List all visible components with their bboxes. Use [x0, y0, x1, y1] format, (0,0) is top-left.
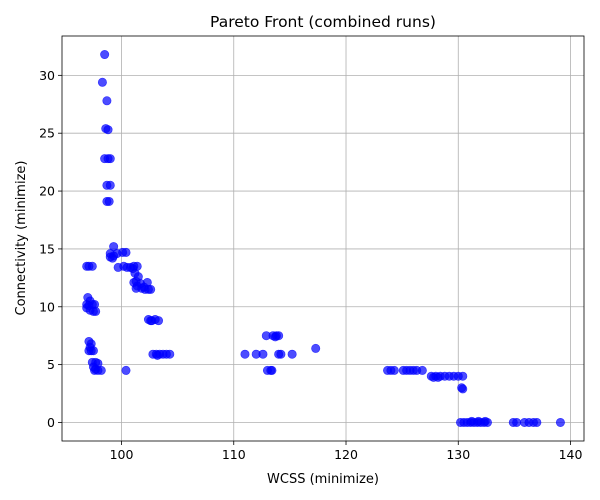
data-point — [146, 316, 156, 326]
x-axis-label: WCSS (minimize) — [267, 472, 379, 487]
data-point — [154, 316, 164, 326]
data-point — [121, 247, 131, 257]
data-point — [512, 417, 522, 427]
data-point — [165, 349, 175, 359]
x-tick-label: 140 — [559, 447, 583, 462]
data-point — [433, 372, 443, 382]
data-points — [82, 50, 565, 427]
data-point — [105, 154, 115, 164]
data-point — [458, 371, 468, 381]
data-point — [389, 365, 399, 375]
axis-ticks: 100 110 120 130 140 0 5 10 15 20 25 30 — [39, 68, 582, 462]
data-point — [131, 283, 141, 293]
y-axis-label: Connectivity (minimize) — [14, 161, 29, 316]
data-point — [100, 50, 110, 60]
data-point — [311, 343, 321, 353]
data-point — [480, 416, 490, 426]
data-point — [91, 306, 101, 316]
data-point — [555, 417, 565, 427]
data-point — [90, 365, 100, 375]
y-tick-label: 20 — [39, 184, 55, 199]
y-tick-label: 0 — [47, 415, 55, 430]
data-point — [458, 384, 468, 394]
data-point — [97, 77, 107, 87]
data-point — [104, 196, 114, 206]
chart-title: Pareto Front (combined runs) — [210, 13, 436, 31]
data-point — [103, 125, 113, 135]
x-tick-label: 130 — [446, 447, 470, 462]
data-point — [152, 350, 162, 360]
plot-frame — [61, 35, 585, 442]
y-tick-label: 15 — [39, 241, 55, 256]
data-point — [287, 349, 297, 359]
data-point — [258, 349, 268, 359]
y-tick-label: 5 — [47, 357, 55, 372]
data-point — [102, 96, 112, 106]
x-tick-label: 100 — [110, 447, 134, 462]
grid — [62, 36, 584, 441]
data-point — [417, 365, 427, 375]
x-tick-label: 120 — [334, 447, 358, 462]
data-point — [240, 349, 250, 359]
x-tick-label: 110 — [222, 447, 246, 462]
data-point — [532, 417, 542, 427]
data-point — [267, 365, 277, 375]
data-point — [276, 349, 286, 359]
data-point — [87, 261, 97, 271]
y-tick-label: 10 — [39, 299, 55, 314]
data-point — [105, 180, 115, 190]
data-point — [139, 282, 149, 292]
data-point — [108, 253, 118, 263]
y-tick-label: 30 — [39, 68, 55, 83]
data-point — [270, 332, 280, 342]
data-point — [88, 346, 98, 356]
data-point — [121, 365, 131, 375]
y-tick-label: 25 — [39, 126, 55, 141]
